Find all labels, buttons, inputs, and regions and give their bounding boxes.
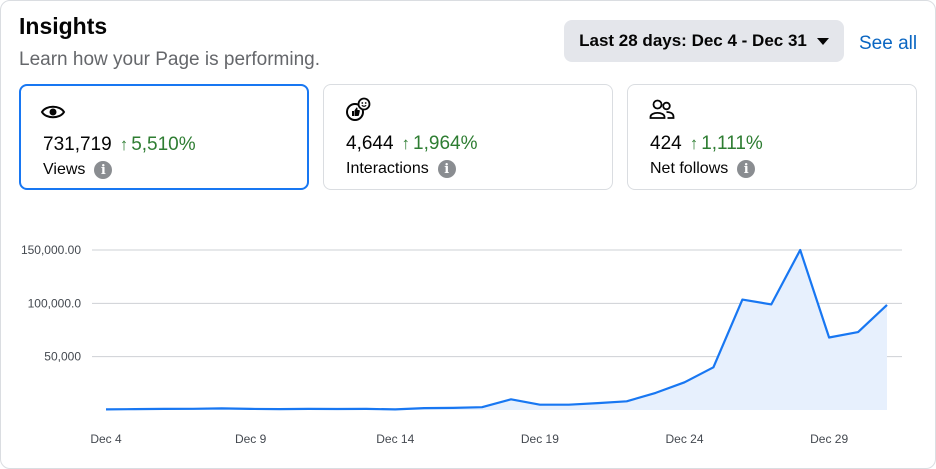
metric-card-interactions[interactable]: 4,644 ↑ 1,964% Interactions i [323, 84, 613, 190]
data-point [769, 302, 774, 307]
data-point [856, 330, 861, 335]
data-point [508, 397, 513, 402]
data-point [885, 302, 890, 307]
chart-x-ticks: Dec 4 Dec 9 Dec 14 Dec 19 Dec 24 Dec 29 [90, 432, 848, 446]
data-point [682, 380, 687, 385]
x-tick-label: Dec 24 [666, 432, 704, 446]
info-icon[interactable]: i [437, 160, 456, 178]
metric-change-value: 1,964% [413, 133, 478, 154]
data-point [161, 406, 166, 411]
data-point [104, 407, 109, 412]
eye-icon [40, 105, 66, 119]
chart-series [104, 248, 890, 412]
data-point [595, 401, 600, 406]
info-icon[interactable]: i [94, 161, 113, 179]
metric-label: Net follows [650, 160, 729, 177]
metric-label: Interactions [346, 160, 429, 177]
y-tick-label: 150,000.00 [21, 243, 81, 257]
metric-change: ↑ 1,111% [690, 133, 763, 155]
arrow-up-icon: ↑ [689, 134, 699, 153]
x-tick-label: Dec 19 [521, 432, 559, 446]
data-point [798, 248, 803, 253]
x-tick-label: Dec 29 [810, 432, 848, 446]
x-tick-label: Dec 14 [376, 432, 414, 446]
people-icon [649, 99, 675, 119]
data-point [393, 407, 398, 412]
data-point [740, 297, 745, 302]
chart-y-ticks: 150,000.00 100,000.0 50,000 [21, 243, 81, 364]
data-point [277, 407, 282, 412]
metric-change: ↑ 5,510% [120, 134, 196, 156]
caret-down-icon [816, 37, 829, 45]
data-point [480, 405, 485, 410]
data-point [422, 406, 427, 411]
metric-change-value: 1,111% [701, 133, 763, 154]
data-point [537, 402, 542, 407]
data-point [306, 406, 311, 411]
series-area [106, 250, 887, 410]
see-all-link[interactable]: See all [859, 33, 918, 54]
arrow-up-icon: ↑ [401, 134, 411, 153]
data-point [451, 405, 456, 410]
metric-value: 731,719 [43, 134, 112, 155]
page-subtitle: Learn how your Page is performing. [19, 49, 320, 70]
data-point [190, 406, 195, 411]
date-range-dropdown[interactable]: Last 28 days: Dec 4 - Dec 31 [564, 20, 844, 62]
page-title: Insights [19, 13, 108, 39]
metric-value: 4,644 [346, 133, 394, 154]
data-point [335, 407, 340, 412]
thumbs-up-emoji-icon [346, 97, 371, 121]
info-icon[interactable]: i [737, 160, 756, 178]
data-point [711, 365, 716, 370]
metric-change: ↑ 1,964% [402, 133, 478, 155]
data-point [566, 402, 571, 407]
metric-value: 424 [650, 133, 682, 154]
date-range-label: Last 28 days: Dec 4 - Dec 31 [579, 31, 807, 50]
x-tick-label: Dec 9 [235, 432, 267, 446]
data-point [624, 399, 629, 404]
y-tick-label: 100,000.0 [28, 296, 82, 310]
y-tick-label: 50,000 [44, 350, 81, 364]
metric-label: Views [43, 161, 86, 178]
x-tick-label: Dec 4 [90, 432, 122, 446]
data-point [653, 390, 658, 395]
data-point [827, 335, 832, 340]
metric-card-net-follows[interactable]: 424 ↑ 1,111% Net follows i [627, 84, 917, 190]
data-point [248, 406, 253, 411]
metric-change-value: 5,510% [131, 134, 196, 155]
series-line [105, 248, 888, 411]
data-point [219, 406, 224, 411]
arrow-up-icon: ↑ [119, 135, 129, 154]
metric-card-views[interactable]: 731,719 ↑ 5,510% Views i [19, 84, 309, 190]
data-point [132, 407, 137, 412]
data-point [364, 406, 369, 411]
